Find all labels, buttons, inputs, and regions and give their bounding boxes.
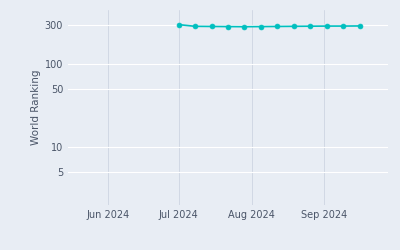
Y-axis label: World Ranking: World Ranking	[30, 70, 40, 145]
